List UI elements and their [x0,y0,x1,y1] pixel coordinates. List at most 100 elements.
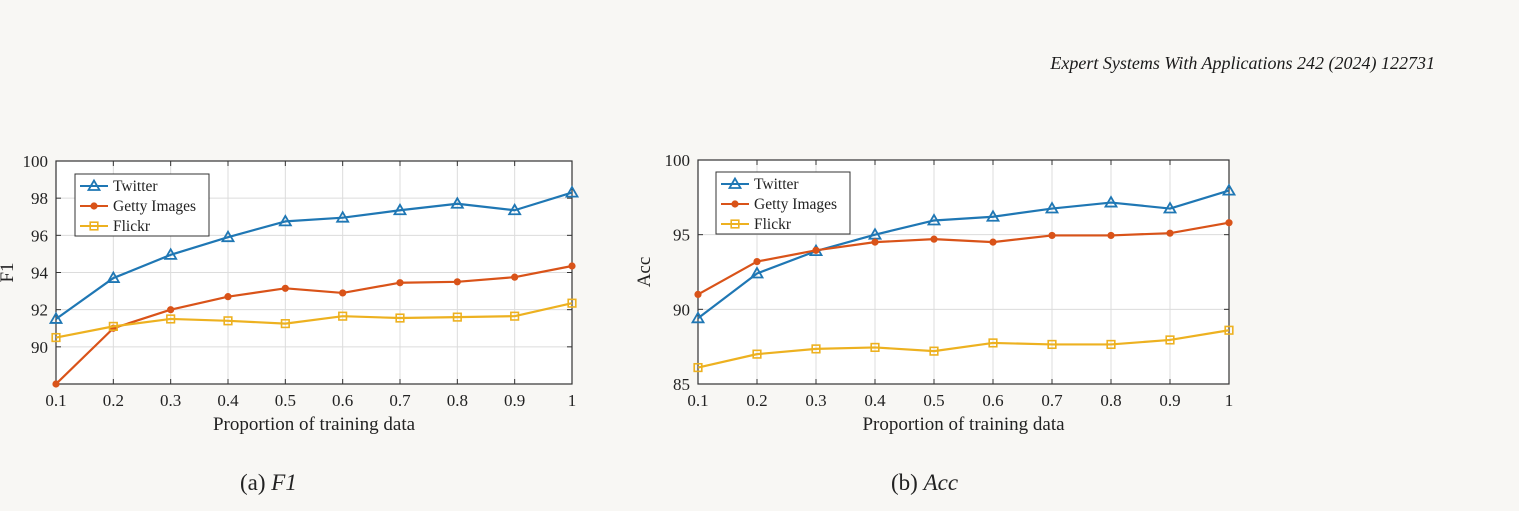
chart-acc: 0.1 0.2 0.3 0.4 0.5 0.6 0.7 0.8 0.9 1 85 90 95 100 Pro… [630,145,1250,445]
caption-a: (a) F1 [240,470,297,496]
f1-xtick-label: 1 [568,391,577,410]
acc-legend-label-1: Getty Images [754,196,837,213]
f1-xtick-label: 0.2 [103,391,124,410]
acc-data-point-0 [1103,195,1119,208]
f1-ytick-label: 98 [31,189,48,208]
acc-xlabel: Proportion of training data [862,414,1065,435]
journal-citation: Expert Systems With Applications 242 (20… [1050,53,1435,73]
f1-ytick-label: 92 [31,301,48,320]
acc-axis-box [697,159,1230,385]
acc-legend: Twitter Getty Images Flickr [715,171,851,235]
f1-series-line-2 [55,302,573,339]
f1-data-point-2 [166,314,176,324]
acc-xtick-label: 0.2 [746,391,767,410]
caption-a-math: F1 [271,470,297,495]
f1-data-point-0 [220,229,236,243]
acc-data-point-1 [930,235,938,243]
f1-xtick-label: 0.5 [275,391,296,410]
f1-data-point-1 [396,279,404,287]
acc-xtick-label: 0.9 [1159,391,1180,410]
f1-data-point-1 [339,289,347,297]
acc-ytick-label: 85 [673,375,690,394]
acc-data-point-2 [1224,325,1234,335]
f1-xtick-label: 0.9 [504,391,525,410]
acc-xtick-label: 0.1 [687,391,708,410]
f1-series-line-0 [55,191,573,320]
acc-data-point-1 [989,238,997,246]
acc-data-point-2 [1047,339,1057,350]
acc-data-point-0 [1162,201,1178,214]
f1-legend: Twitter Getty Images Flickr [74,173,210,237]
f1-legend-label-2: Flickr [113,218,151,235]
f1-data-point-0 [335,210,350,223]
caption-b-math: Acc [923,470,959,495]
f1-data-point-1 [453,278,461,286]
f1-data-point-2 [395,313,405,323]
f1-xlabel: Proportion of training data [213,414,416,435]
f1-xtick-label: 0.6 [332,391,353,410]
f1-data-point-0 [163,247,178,260]
f1-data-point-0 [564,185,580,198]
f1-data-point-1 [568,262,576,270]
f1-series-line-1 [55,264,573,385]
f1-data-point-2 [51,332,61,343]
chart-f1-svg: 0.1 0.2 0.3 0.4 0.5 0.6 0.7 0.8 0.9 1 90 92 94 96 98 10… [0,152,580,435]
f1-series-2 [51,298,577,343]
acc-legend-marker-1 [731,200,739,208]
f1-legend-label-0: Twitter [113,178,158,195]
acc-data-point-2 [929,346,939,356]
acc-series-line-1 [697,221,1230,296]
acc-data-point-1 [1048,231,1056,240]
acc-data-point-1 [1166,229,1174,237]
acc-legend-marker-0 [727,176,743,189]
f1-legend-marker-0 [86,178,102,191]
f1-xtick-label: 0.7 [389,391,411,410]
acc-ytick-label: 100 [665,151,691,170]
acc-data-point-1 [1225,219,1233,227]
f1-data-point-1 [52,380,60,388]
f1-data-point-2 [510,311,520,321]
f1-data-point-1 [224,293,232,301]
acc-xtick-label: 0.5 [923,391,944,410]
f1-xtick-label: 0.3 [160,391,181,410]
f1-data-point-0 [450,196,465,209]
acc-xtick-label: 0.8 [1100,391,1121,410]
f1-ytick-label: 96 [31,226,48,245]
f1-data-point-2 [452,312,462,322]
acc-ytick-label: 95 [673,226,690,245]
acc-legend-marker-2 [730,219,740,229]
f1-data-point-2 [567,298,577,308]
acc-ylabel: Acc [634,257,655,288]
f1-legend-label-1: Getty Images [113,198,196,215]
acc-series-1 [694,219,1233,298]
f1-ylabel: F1 [0,262,18,282]
acc-data-point-0 [1221,183,1237,196]
f1-data-point-1 [167,306,175,314]
acc-data-point-2 [1106,339,1116,350]
caption-b-label: (b) [891,470,918,495]
acc-series-2 [693,325,1234,373]
acc-data-point-1 [753,257,761,266]
f1-data-point-0 [106,270,121,283]
acc-xtick-label: 0.7 [1041,391,1063,410]
f1-data-point-0 [278,214,293,227]
f1-data-point-0 [48,311,64,324]
acc-xtick-label: 0.6 [982,391,1003,410]
acc-data-point-2 [988,338,998,348]
f1-data-point-1 [511,273,519,281]
acc-series-line-0 [697,189,1230,320]
f1-xtick-label: 0.4 [217,391,239,410]
acc-xtick-label: 0.4 [864,391,886,410]
f1-xtick-label: 0.1 [45,391,66,410]
acc-data-point-0 [690,310,706,324]
acc-xtick-label: 1 [1225,391,1234,410]
f1-series-0 [48,185,580,324]
acc-data-point-2 [1165,335,1175,345]
f1-ytick-label: 100 [23,152,49,171]
acc-xtick-label: 0.3 [805,391,826,410]
acc-ytick-label: 90 [673,300,690,319]
f1-data-point-0 [392,202,408,216]
f1-data-point-2 [338,311,348,321]
acc-data-point-2 [811,344,821,354]
f1-data-point-2 [108,321,118,331]
